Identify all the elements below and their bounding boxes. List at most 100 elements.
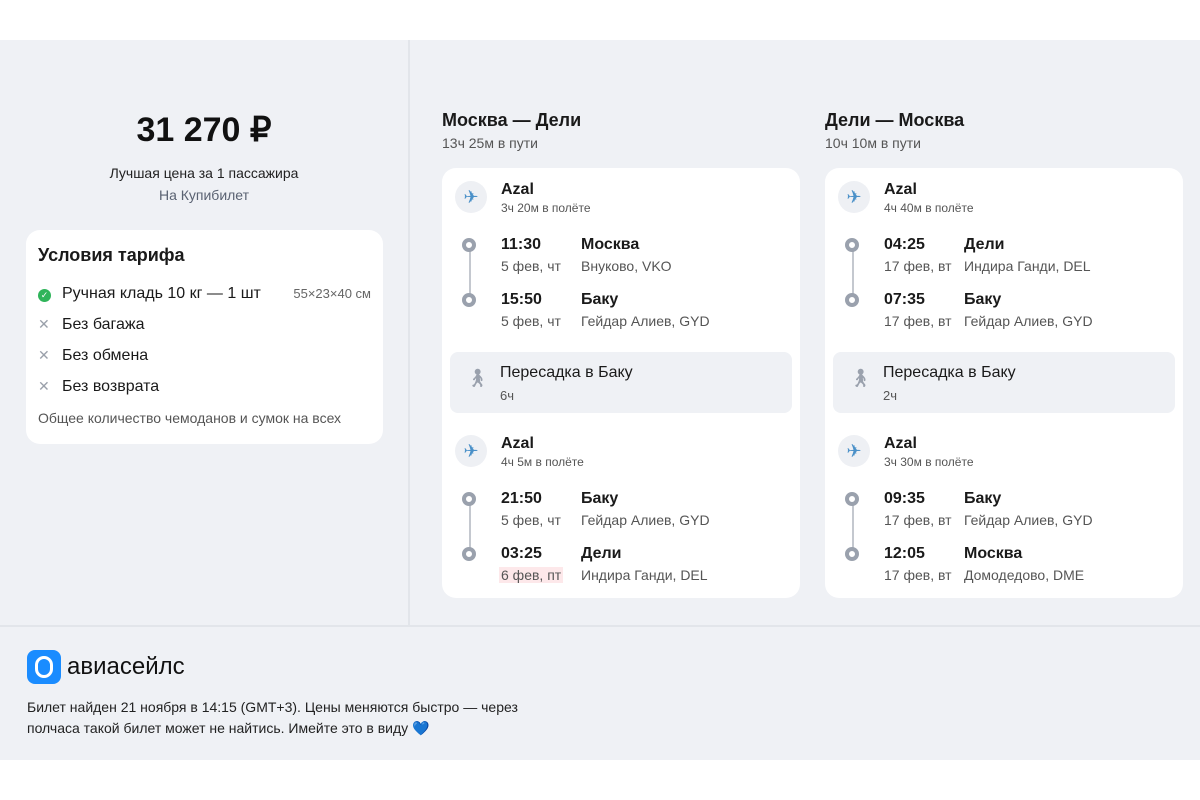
stop: 07:35 Баку 17 фев, вт Гейдар Алиев, GYD (845, 290, 1175, 331)
stop-time: 07:35 (884, 291, 925, 308)
check-icon: ✓ (38, 289, 51, 302)
timeline-dot-icon (845, 492, 859, 506)
stop-city: Баку (581, 490, 619, 507)
itinerary-card[interactable]: ✈ Azal 4ч 40м в полёте 04:25 Дели 17 фев,… (825, 168, 1183, 598)
leg-title: Дели — Москва (825, 110, 965, 130)
tariff-title: Условия тарифа (38, 245, 185, 265)
flight-duration: 4ч 5м в полёте (501, 455, 584, 469)
stop: 11:30 Москва 5 фев, чт Внуково, VKO (462, 235, 792, 290)
timeline-dot-icon (845, 547, 859, 561)
stop: 12:05 Москва 17 фев, вт Домодедово, DME (845, 544, 1175, 585)
stop-city: Баку (581, 291, 619, 308)
leg-return: Дели — Москва 10ч 10м в пути ✈ Azal 4ч 4… (825, 110, 1183, 598)
stop-time: 15:50 (501, 291, 542, 308)
cross-icon: ✕ (38, 316, 50, 332)
tariff-item-text: Без возврата (62, 377, 160, 395)
stop-city: Москва (964, 545, 1023, 562)
tariff-note: Общее количество чемоданов и сумок на вс… (38, 410, 342, 426)
stop: 03:25 Дели 6 фев, пт Индира Ганди, DEL (462, 544, 792, 585)
itinerary-card[interactable]: ✈ Azal 3ч 20м в полёте 11:30 Москва 5 фев… (442, 168, 800, 598)
airline-name: Azal (884, 181, 917, 198)
timeline-line (469, 499, 471, 554)
timeline-dot-icon (462, 238, 476, 252)
flight-duration: 3ч 20м в полёте (501, 201, 591, 215)
stop-airport: Гейдар Алиев, GYD (581, 512, 710, 528)
stop-airport: Внуково, VKO (581, 258, 672, 274)
timeline-dot-icon (462, 492, 476, 506)
cross-icon: ✕ (38, 378, 50, 394)
stop-date: 17 фев, вт (884, 567, 952, 583)
tariff-item-text: Без обмена (62, 346, 149, 364)
flight-duration: 3ч 30м в полёте (884, 455, 974, 469)
segment-header: ✈ Azal 3ч 30м в полёте (833, 435, 1175, 471)
leg-duration: 10ч 10м в пути (825, 135, 921, 151)
azal-logo-icon: ✈ (838, 435, 870, 467)
stop-airport: Индира Ганди, DEL (581, 567, 708, 583)
segment-stops: 21:50 Баку 5 фев, чт Гейдар Алиев, GYD 03:… (450, 489, 792, 585)
timeline-dot-icon (845, 293, 859, 307)
azal-logo-icon: ✈ (455, 181, 487, 213)
stop-time: 21:50 (501, 490, 542, 507)
segment-header: ✈ Azal 4ч 40м в полёте (833, 181, 1175, 217)
tariff-item: ✓ Ручная кладь 10 кг — 1 шт 55×23×40 см (38, 278, 371, 309)
price-subtitle: Лучшая цена за 1 пассажира (109, 165, 299, 181)
timeline-line (469, 245, 471, 300)
airline-name: Azal (884, 435, 917, 452)
stop-date: 17 фев, вт (884, 313, 952, 329)
tariff-item: ✕ Без обмена (38, 340, 371, 371)
tariff-card: Условия тарифа ✓ Ручная кладь 10 кг — 1 ш… (26, 230, 383, 444)
price: 31 270 ₽ (136, 111, 272, 149)
price-agent: На Купибилет (158, 187, 250, 203)
tariff-item-dimensions: 55×23×40 см (293, 286, 371, 301)
cross-icon: ✕ (38, 347, 50, 363)
footer-note: Билет найден 21 ноября в 14:15 (GMT+3). … (27, 699, 518, 736)
stop-time: 11:30 (501, 236, 542, 253)
stop-date: 5 фев, чт (501, 512, 561, 528)
airline-name: Azal (501, 435, 534, 452)
stop-time: 03:25 (501, 545, 542, 562)
stop: 04:25 Дели 17 фев, вт Индира Ганди, DEL (845, 235, 1175, 290)
tariff-item: ✕ Без багажа (38, 309, 371, 340)
timeline-line (852, 245, 854, 300)
transfer-box: 🚶︎ Пересадка в Баку 2ч (833, 352, 1175, 413)
stop-city: Москва (581, 236, 640, 253)
segment-header: ✈ Azal 4ч 5м в полёте (450, 435, 792, 471)
stop-date: 5 фев, чт (501, 258, 561, 274)
stop-date: 17 фев, вт (884, 258, 952, 274)
transfer-title: Пересадка в Баку (500, 364, 633, 381)
stop-city: Баку (964, 291, 1002, 308)
segment-header: ✈ Azal 3ч 20м в полёте (450, 181, 792, 217)
timeline-dot-icon (462, 293, 476, 307)
stop-airport: Гейдар Алиев, GYD (964, 512, 1093, 528)
column-divider (408, 40, 410, 625)
airline-name: Azal (501, 181, 534, 198)
transfer-duration: 2ч (883, 388, 898, 403)
stop-date: 6 фев, пт (499, 567, 564, 583)
stop-city: Баку (964, 490, 1002, 507)
stop-date: 17 фев, вт (884, 512, 952, 528)
azal-logo-icon: ✈ (455, 435, 487, 467)
segment-stops: 11:30 Москва 5 фев, чт Внуково, VKO 15:50 Б… (450, 235, 792, 331)
leg-title: Москва — Дели (442, 110, 582, 130)
stop-airport: Индира Ганди, DEL (964, 258, 1091, 274)
transfer-title: Пересадка в Баку (883, 364, 1016, 381)
segment-stops: 09:35 Баку 17 фев, вт Гейдар Алиев, GYD 12… (833, 489, 1175, 585)
stop: 09:35 Баку 17 фев, вт Гейдар Алиев, GYD (845, 489, 1175, 544)
porthole-icon (27, 650, 61, 684)
brand-name: авиасейлс (67, 653, 185, 680)
timeline-dot-icon (845, 238, 859, 252)
stop-airport: Гейдар Алиев, GYD (581, 313, 710, 329)
timeline-dot-icon (462, 547, 476, 561)
leg-duration: 13ч 25м в пути (442, 135, 538, 151)
walking-person-icon: 🚶︎ (466, 368, 489, 388)
stop-time: 12:05 (884, 545, 925, 562)
aviasales-logo[interactable]: авиасейлс (27, 650, 185, 684)
azal-logo-icon: ✈ (838, 181, 870, 213)
flight-duration: 4ч 40м в полёте (884, 201, 974, 215)
timeline-line (852, 499, 854, 554)
stop-airport: Гейдар Алиев, GYD (964, 313, 1093, 329)
transfer-duration: 6ч (500, 388, 515, 403)
stop-airport: Домодедово, DME (964, 567, 1085, 583)
transfer-box: 🚶︎ Пересадка в Баку 6ч (450, 352, 792, 413)
footer-divider (0, 625, 1200, 627)
